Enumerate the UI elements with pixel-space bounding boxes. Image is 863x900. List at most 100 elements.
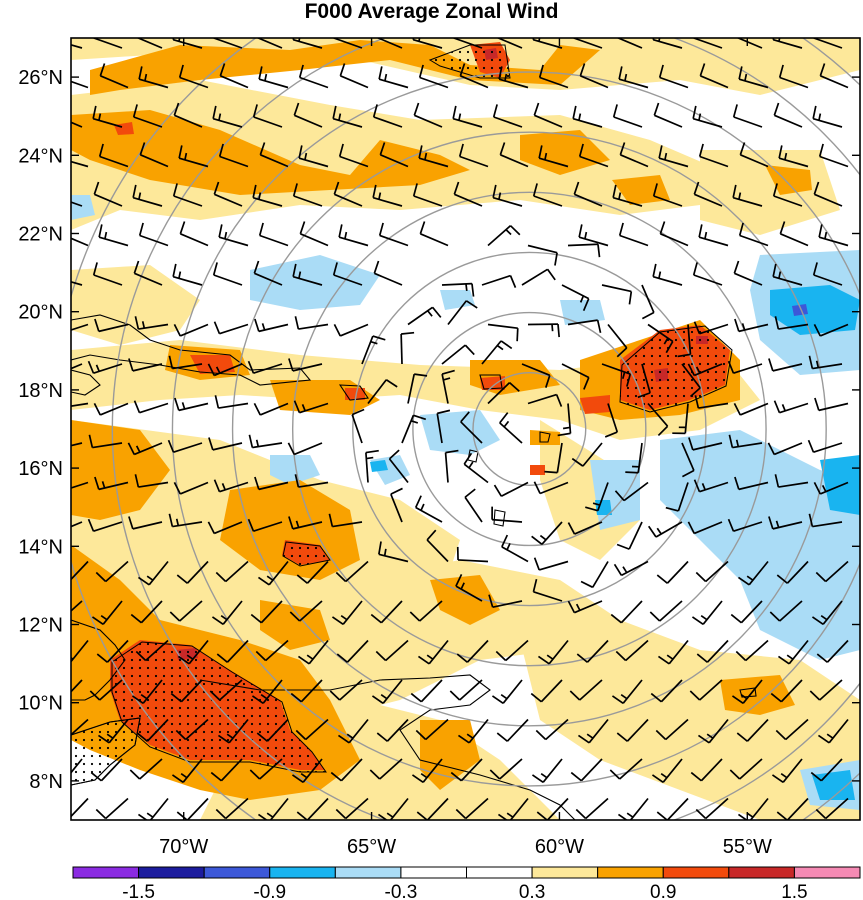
range-ring-2 [412, 311, 647, 547]
range-ring-7 [111, 38, 860, 820]
wind-barb [818, 143, 849, 168]
wind-barb [413, 102, 443, 128]
wind-barb [535, 718, 569, 741]
wind-barb [330, 758, 363, 782]
wind-barb [296, 560, 329, 584]
wind-barb [732, 184, 763, 207]
wind-barb [128, 516, 163, 530]
wind-barb [659, 221, 689, 247]
wind-barb [808, 513, 843, 528]
wind-barb [71, 280, 83, 286]
wind-barb [619, 142, 649, 168]
wind-barb [288, 516, 323, 530]
colorbar-swatch [400, 866, 467, 879]
wind-barb [652, 183, 683, 207]
wind-barbs [71, 38, 849, 820]
wind-barb [652, 263, 683, 286]
colorbar-swatch [728, 866, 795, 879]
wind-barb [258, 66, 289, 89]
lat-tick-label: 10°N [18, 693, 63, 715]
wind-barb [772, 263, 803, 286]
wind-barb [488, 594, 523, 609]
wind-barb [335, 797, 369, 820]
wind-barb [250, 600, 283, 624]
wind-barb [687, 521, 723, 535]
wind-barb [365, 449, 379, 483]
wind-barb [133, 260, 163, 286]
colorbar-swatch [334, 866, 402, 879]
wind-barb [172, 263, 203, 286]
wind-barb [521, 363, 551, 388]
wind-barb [171, 758, 203, 784]
colorbar-swatch [72, 866, 140, 879]
wind-barb [291, 758, 323, 784]
wind-barb [249, 758, 283, 780]
wind-barb [213, 181, 243, 207]
wind-barb [213, 321, 249, 335]
wind-barb [351, 408, 365, 444]
wind-barb [609, 758, 643, 780]
wind-barb [298, 64, 329, 89]
wind-barb [293, 400, 329, 414]
wind-barb [91, 600, 123, 626]
wind-barb [294, 316, 329, 330]
wind-barb [71, 363, 83, 370]
wind-barb [573, 181, 603, 207]
wind-barb [491, 506, 523, 523]
wind-barb [213, 479, 249, 493]
wind-barb [625, 442, 643, 474]
wind-barb [464, 488, 483, 523]
wind-barb [333, 38, 363, 49]
wind-barb [71, 797, 89, 818]
wind-barb [71, 121, 83, 128]
wind-barb [453, 181, 483, 207]
wind-barb [90, 758, 123, 782]
wind-barb [441, 369, 455, 404]
wind-barb [579, 63, 609, 89]
wind-barb [557, 403, 572, 437]
wind-barb [128, 358, 163, 372]
wind-barb [567, 243, 601, 258]
wind-barb [335, 560, 369, 583]
wind-barb [532, 183, 563, 207]
wind-barb [614, 481, 649, 502]
wind-barb [209, 679, 243, 701]
wind-barb [218, 224, 249, 247]
wind-barb [336, 639, 369, 663]
wind-barb [572, 105, 603, 128]
wind-barb [417, 639, 449, 665]
lat-tick-label: 20°N [18, 302, 63, 324]
wind-barb [407, 306, 442, 326]
wind-barb [71, 201, 83, 207]
wind-barb [339, 63, 369, 89]
wind-barb [370, 600, 403, 624]
wind-barb [329, 679, 363, 701]
wind-barb [734, 476, 769, 491]
contour-fill-medium-blue [370, 285, 860, 800]
wind-barb [436, 409, 451, 444]
wind-barb [71, 758, 83, 774]
wind-barb [449, 679, 483, 701]
range-ring-4 [291, 191, 767, 667]
wind-barb [772, 38, 803, 49]
wind-barb [296, 797, 329, 820]
wind-barb [652, 38, 683, 49]
wind-barb [733, 402, 769, 416]
wind-barb [175, 718, 209, 741]
wind-barb [441, 282, 475, 297]
wind-barb [129, 758, 163, 780]
wind-barb [487, 323, 519, 342]
wind-barb [571, 442, 603, 467]
chart-title: F000 Average Zonal Wind [304, 0, 559, 23]
wind-barb [426, 529, 449, 563]
wind-barb [215, 560, 249, 583]
wind-barb [372, 104, 403, 128]
wind-barb [173, 481, 209, 495]
wind-barb [495, 639, 529, 662]
wind-barb [691, 600, 723, 626]
wind-barb [452, 105, 483, 128]
wind-barb [71, 718, 89, 736]
wind-barb [255, 639, 289, 662]
wind-barb [131, 679, 163, 705]
wind-barb [641, 284, 655, 320]
